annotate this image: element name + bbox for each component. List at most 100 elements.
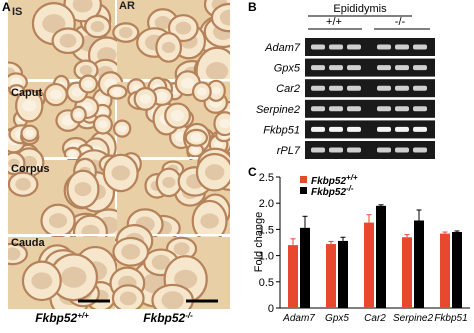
lumen [161,291,184,310]
lumen [98,120,108,129]
band [311,106,325,112]
genotype-label: Fkbp52+/+ [35,311,89,325]
lumen [97,95,108,104]
band [347,126,361,132]
band [413,147,427,153]
lumen [190,133,203,143]
band [413,65,427,71]
band [311,65,325,71]
gel-strip [305,79,435,98]
lumen [59,33,77,48]
lumen [213,140,224,149]
panel-label: A [2,0,11,14]
legend-label: Fkbp52-/- [311,184,354,198]
gene-label: Adam7 [264,42,301,54]
band [311,44,325,50]
band [413,106,427,112]
genotype-label: +/+ [326,16,342,28]
column-label: IS [12,6,22,18]
lumen [8,158,20,169]
band [329,147,343,153]
bar [414,220,424,308]
lumen [174,269,198,289]
lumen [112,87,123,97]
lumen [205,62,229,81]
lumen [15,177,31,191]
lumen [72,0,93,13]
lumen [42,14,66,34]
genotype-label: -/- [395,16,406,28]
band [377,126,391,132]
lumen [68,150,78,158]
lumen [111,165,131,181]
gel-strip [305,58,435,77]
band [413,85,427,91]
lumen [139,94,152,104]
bar [402,237,412,308]
lumen [200,213,219,229]
band [347,147,361,153]
gene-label: Car2 [276,83,300,95]
gene-label: Fkbp51 [263,124,300,136]
band [311,147,325,153]
band [395,85,409,91]
lumen [170,110,185,122]
lumen [21,155,37,169]
lumen [22,99,37,112]
legend-swatch [300,176,307,183]
band [329,126,343,132]
bar [364,222,374,308]
bar [338,240,348,308]
y-tick-label: 1.5 [259,224,274,236]
lumen [119,291,137,306]
bar [300,227,310,308]
band [413,44,427,50]
band [377,44,391,50]
x-tick-label: Adam7 [282,313,315,324]
gel-strip [305,99,435,118]
band [377,65,391,71]
lumen [175,21,192,35]
lumen [219,9,230,26]
band [311,85,325,91]
band [395,65,409,71]
band [347,85,361,91]
gene-label: Serpine2 [256,104,300,116]
lumen [74,182,92,197]
row-label: Corpus [11,163,50,175]
lumen [161,41,176,53]
genotype-label: Fkbp52-/- [143,311,193,325]
lumen [173,242,190,256]
lumen [197,87,207,96]
lumen [97,108,107,116]
lumen [31,272,53,290]
y-tick-label: 0 [268,303,274,315]
bar [452,232,462,308]
legend-label: Fkbp52+/+ [311,173,358,187]
lumen [154,16,171,30]
histology-images [8,0,230,310]
lumen [48,213,68,229]
lumen [151,254,171,270]
lumen [12,87,21,94]
gene-label: Gpx5 [274,63,301,75]
lumen [25,129,35,137]
y-tick-label: 2.5 [259,172,274,184]
gel-strip [305,120,435,139]
y-tick-label: 2.0 [259,198,274,210]
x-tick-label: Serpine2 [393,313,433,324]
bar [288,245,298,308]
x-tick-label: Gpx5 [325,313,349,324]
band [395,44,409,50]
lumen [83,80,94,88]
lumen [60,266,87,288]
lumen [117,124,127,133]
lumen [121,244,141,260]
band [395,106,409,112]
x-tick-label: Car2 [364,313,386,324]
band [329,106,343,112]
row-label: Caput [11,87,43,99]
band [311,126,325,132]
x-tick-label: Fkbp51 [434,313,467,324]
